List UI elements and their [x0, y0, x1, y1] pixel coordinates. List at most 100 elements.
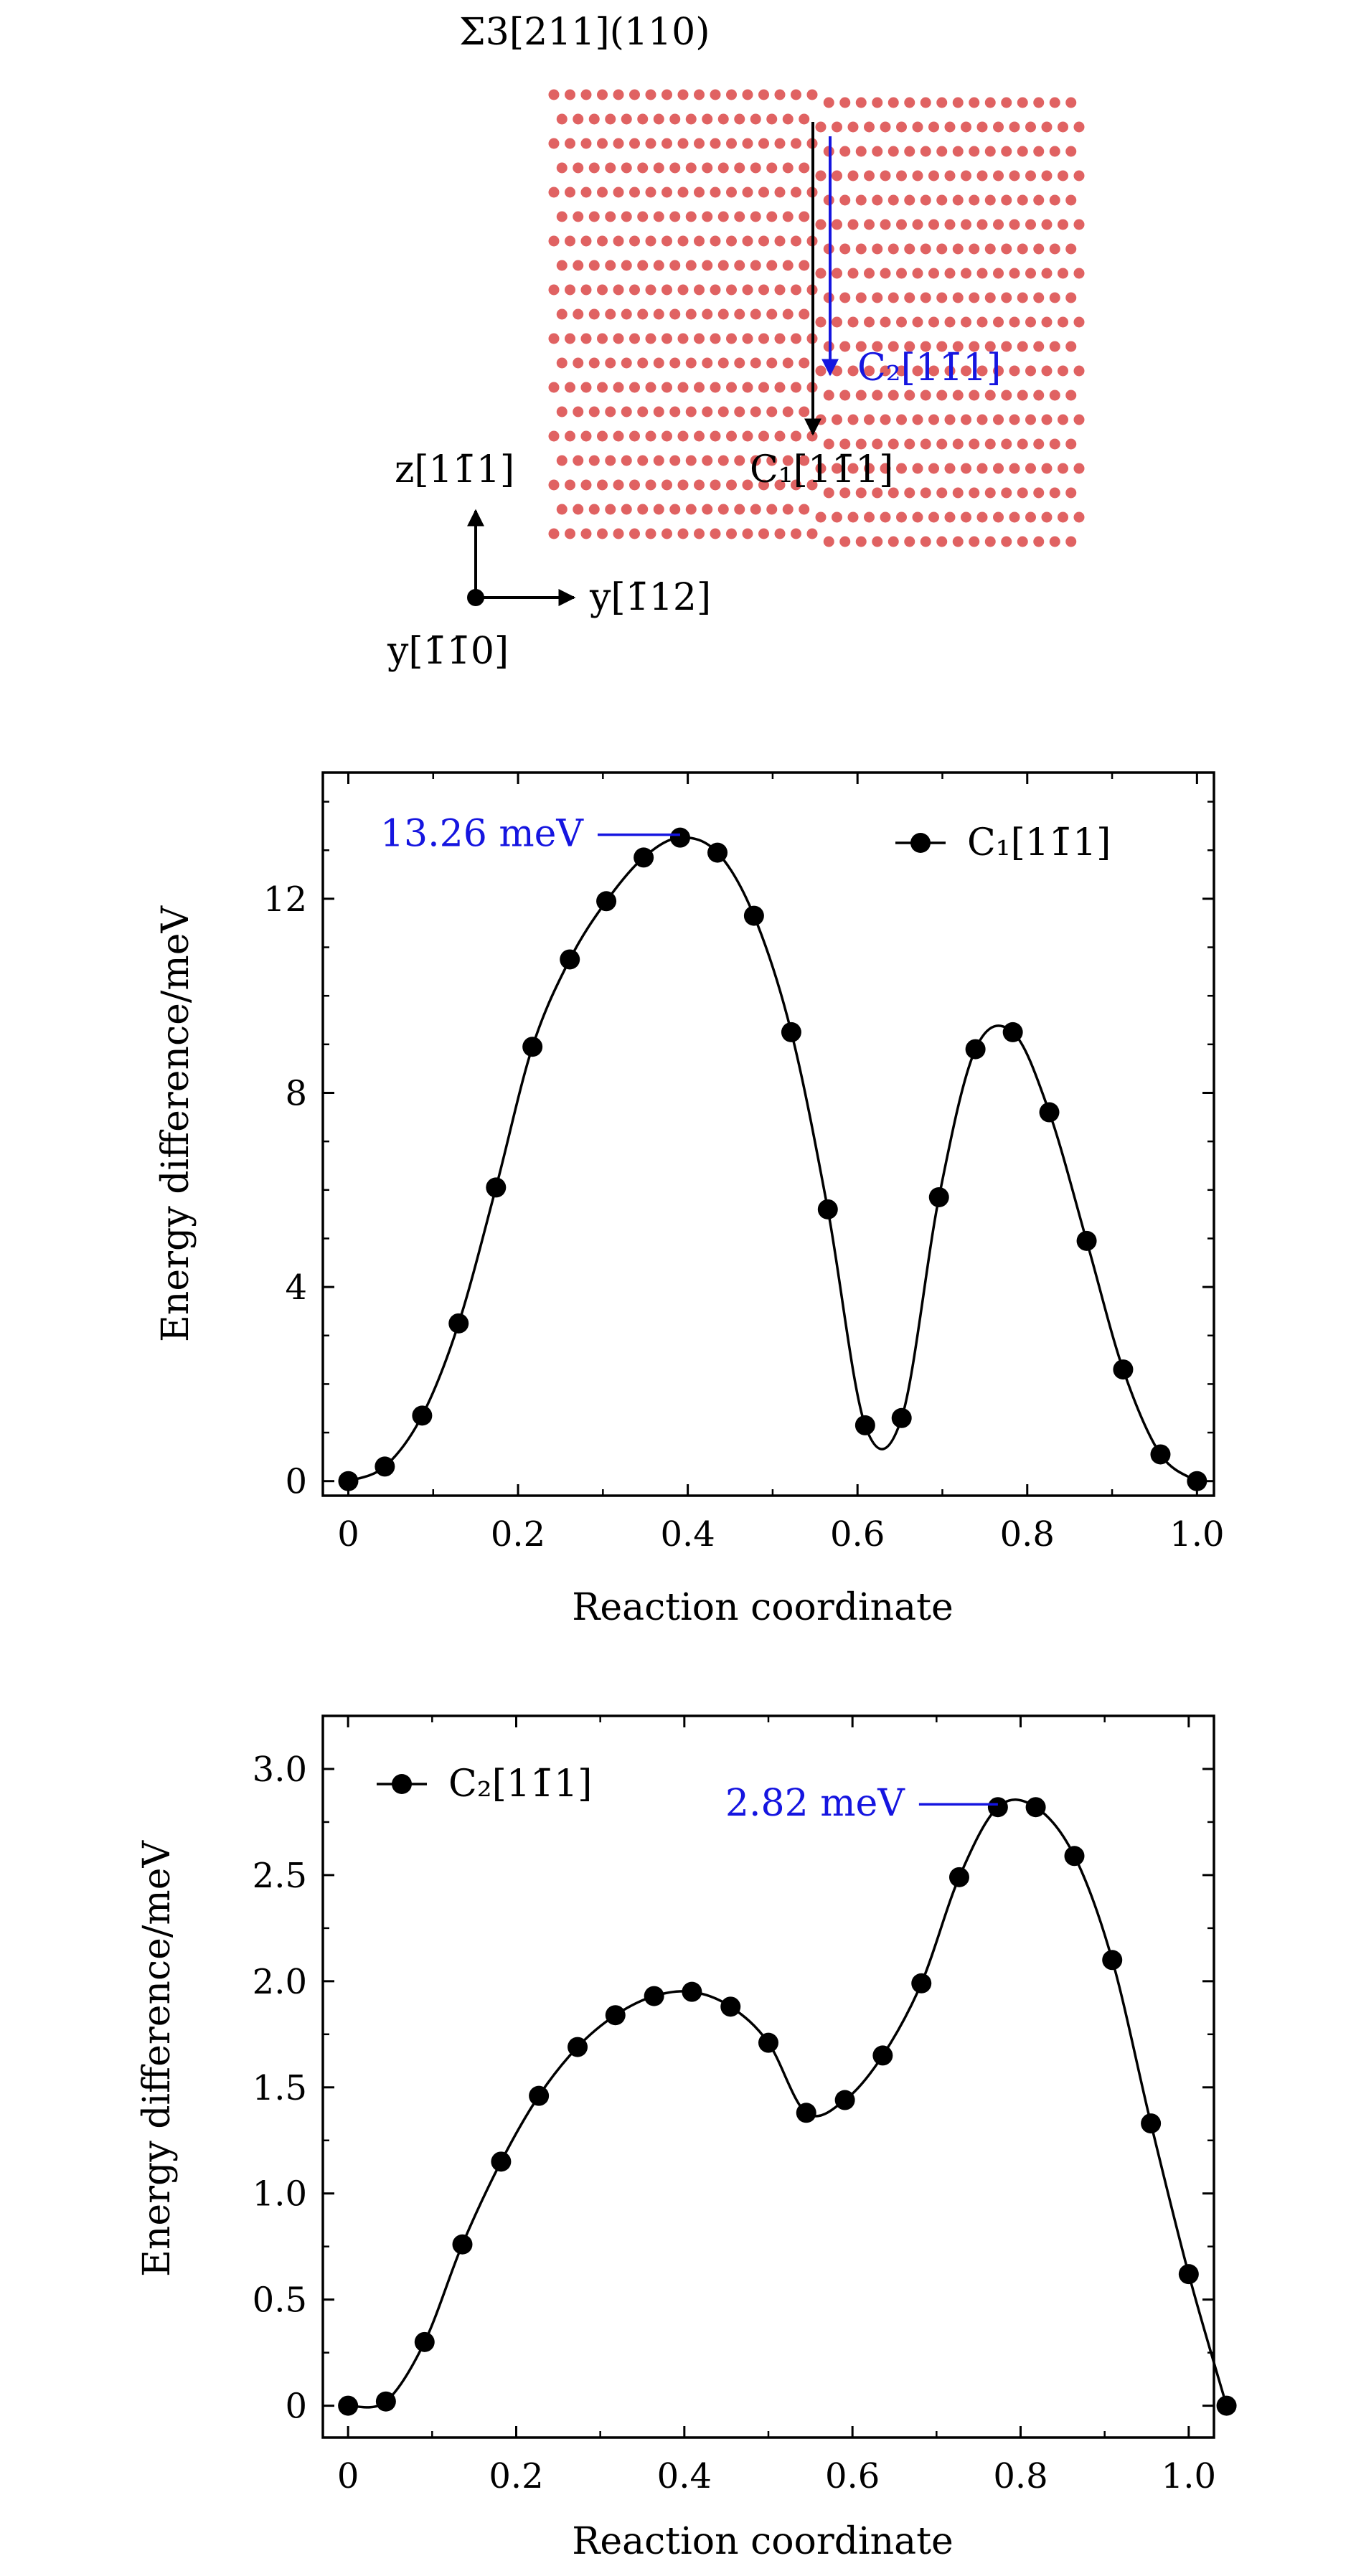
atom	[548, 430, 560, 442]
atom	[839, 146, 851, 157]
atom	[717, 308, 729, 320]
atom	[1033, 487, 1045, 499]
atom	[685, 504, 697, 515]
atom	[832, 121, 842, 133]
atom	[702, 406, 713, 417]
atom	[896, 121, 907, 133]
atom	[556, 504, 568, 515]
atom	[548, 235, 560, 247]
atom	[588, 357, 600, 369]
atom	[685, 455, 697, 466]
atom	[1073, 414, 1085, 425]
atom	[1025, 219, 1036, 230]
atom	[726, 235, 737, 247]
data-point	[522, 1037, 543, 1057]
atom	[580, 479, 592, 491]
atom	[613, 138, 624, 149]
atom	[694, 187, 705, 198]
atom	[1049, 487, 1060, 499]
atom	[815, 268, 827, 279]
atom	[1033, 243, 1045, 255]
atom	[815, 414, 827, 425]
data-point	[720, 1996, 741, 2017]
atom	[758, 430, 769, 442]
atom	[750, 455, 761, 466]
atom	[766, 211, 778, 222]
axes-origin	[467, 589, 484, 606]
atom	[920, 97, 931, 108]
atom	[1049, 97, 1060, 108]
atom	[629, 138, 640, 149]
atom	[782, 113, 794, 125]
atom	[1033, 341, 1045, 352]
atom	[573, 406, 584, 417]
atom	[694, 333, 705, 344]
atom	[556, 308, 568, 320]
atom	[669, 162, 681, 174]
atom	[887, 390, 899, 401]
atom	[685, 357, 697, 369]
atom	[1001, 536, 1012, 547]
atom	[1017, 487, 1028, 499]
y-tick-label: 1.0	[253, 2174, 307, 2214]
atom	[573, 260, 584, 271]
atom	[637, 162, 649, 174]
atom	[1058, 268, 1068, 279]
atom	[944, 414, 956, 425]
atom	[556, 113, 568, 125]
atom	[677, 235, 689, 247]
atom	[880, 219, 891, 230]
atom	[685, 260, 697, 271]
atom	[1033, 536, 1045, 547]
atom	[661, 382, 672, 393]
legend-label: C₁[11̄1]	[967, 821, 1111, 864]
atom	[556, 406, 568, 417]
atom	[653, 357, 664, 369]
atom	[928, 414, 939, 425]
atom	[855, 194, 867, 206]
data-point	[796, 2103, 816, 2123]
atom	[880, 365, 891, 377]
atom	[565, 235, 575, 247]
data-point	[817, 1199, 838, 1219]
atom	[984, 341, 996, 352]
atom	[742, 382, 753, 393]
atom	[1001, 438, 1012, 450]
atom	[1025, 316, 1036, 328]
atom	[717, 260, 729, 271]
atom	[912, 511, 923, 523]
atom	[896, 170, 907, 181]
atom	[710, 89, 721, 100]
atom	[896, 365, 907, 377]
x-tick-label: 0.2	[489, 2456, 543, 2496]
atom	[726, 333, 737, 344]
atom	[815, 316, 827, 328]
atom	[621, 455, 632, 466]
atom	[742, 138, 753, 149]
atom	[912, 414, 923, 425]
atom	[944, 121, 956, 133]
atom	[597, 528, 608, 539]
atom	[984, 146, 996, 157]
atom	[750, 357, 761, 369]
atom	[1065, 243, 1077, 255]
atom	[580, 333, 592, 344]
atom	[669, 406, 681, 417]
atom	[791, 235, 801, 247]
atom	[799, 260, 810, 271]
atom	[605, 162, 616, 174]
atom	[702, 308, 713, 320]
atom	[645, 430, 656, 442]
atom	[653, 162, 664, 174]
atom	[961, 219, 971, 230]
atom	[936, 243, 948, 255]
atom	[750, 113, 761, 125]
data-point	[529, 2085, 550, 2106]
legend-marker	[910, 833, 931, 853]
atom	[1017, 536, 1028, 547]
atom	[872, 438, 883, 450]
atom	[597, 89, 608, 100]
atom	[677, 89, 689, 100]
atom	[645, 187, 656, 198]
atom	[976, 414, 988, 425]
